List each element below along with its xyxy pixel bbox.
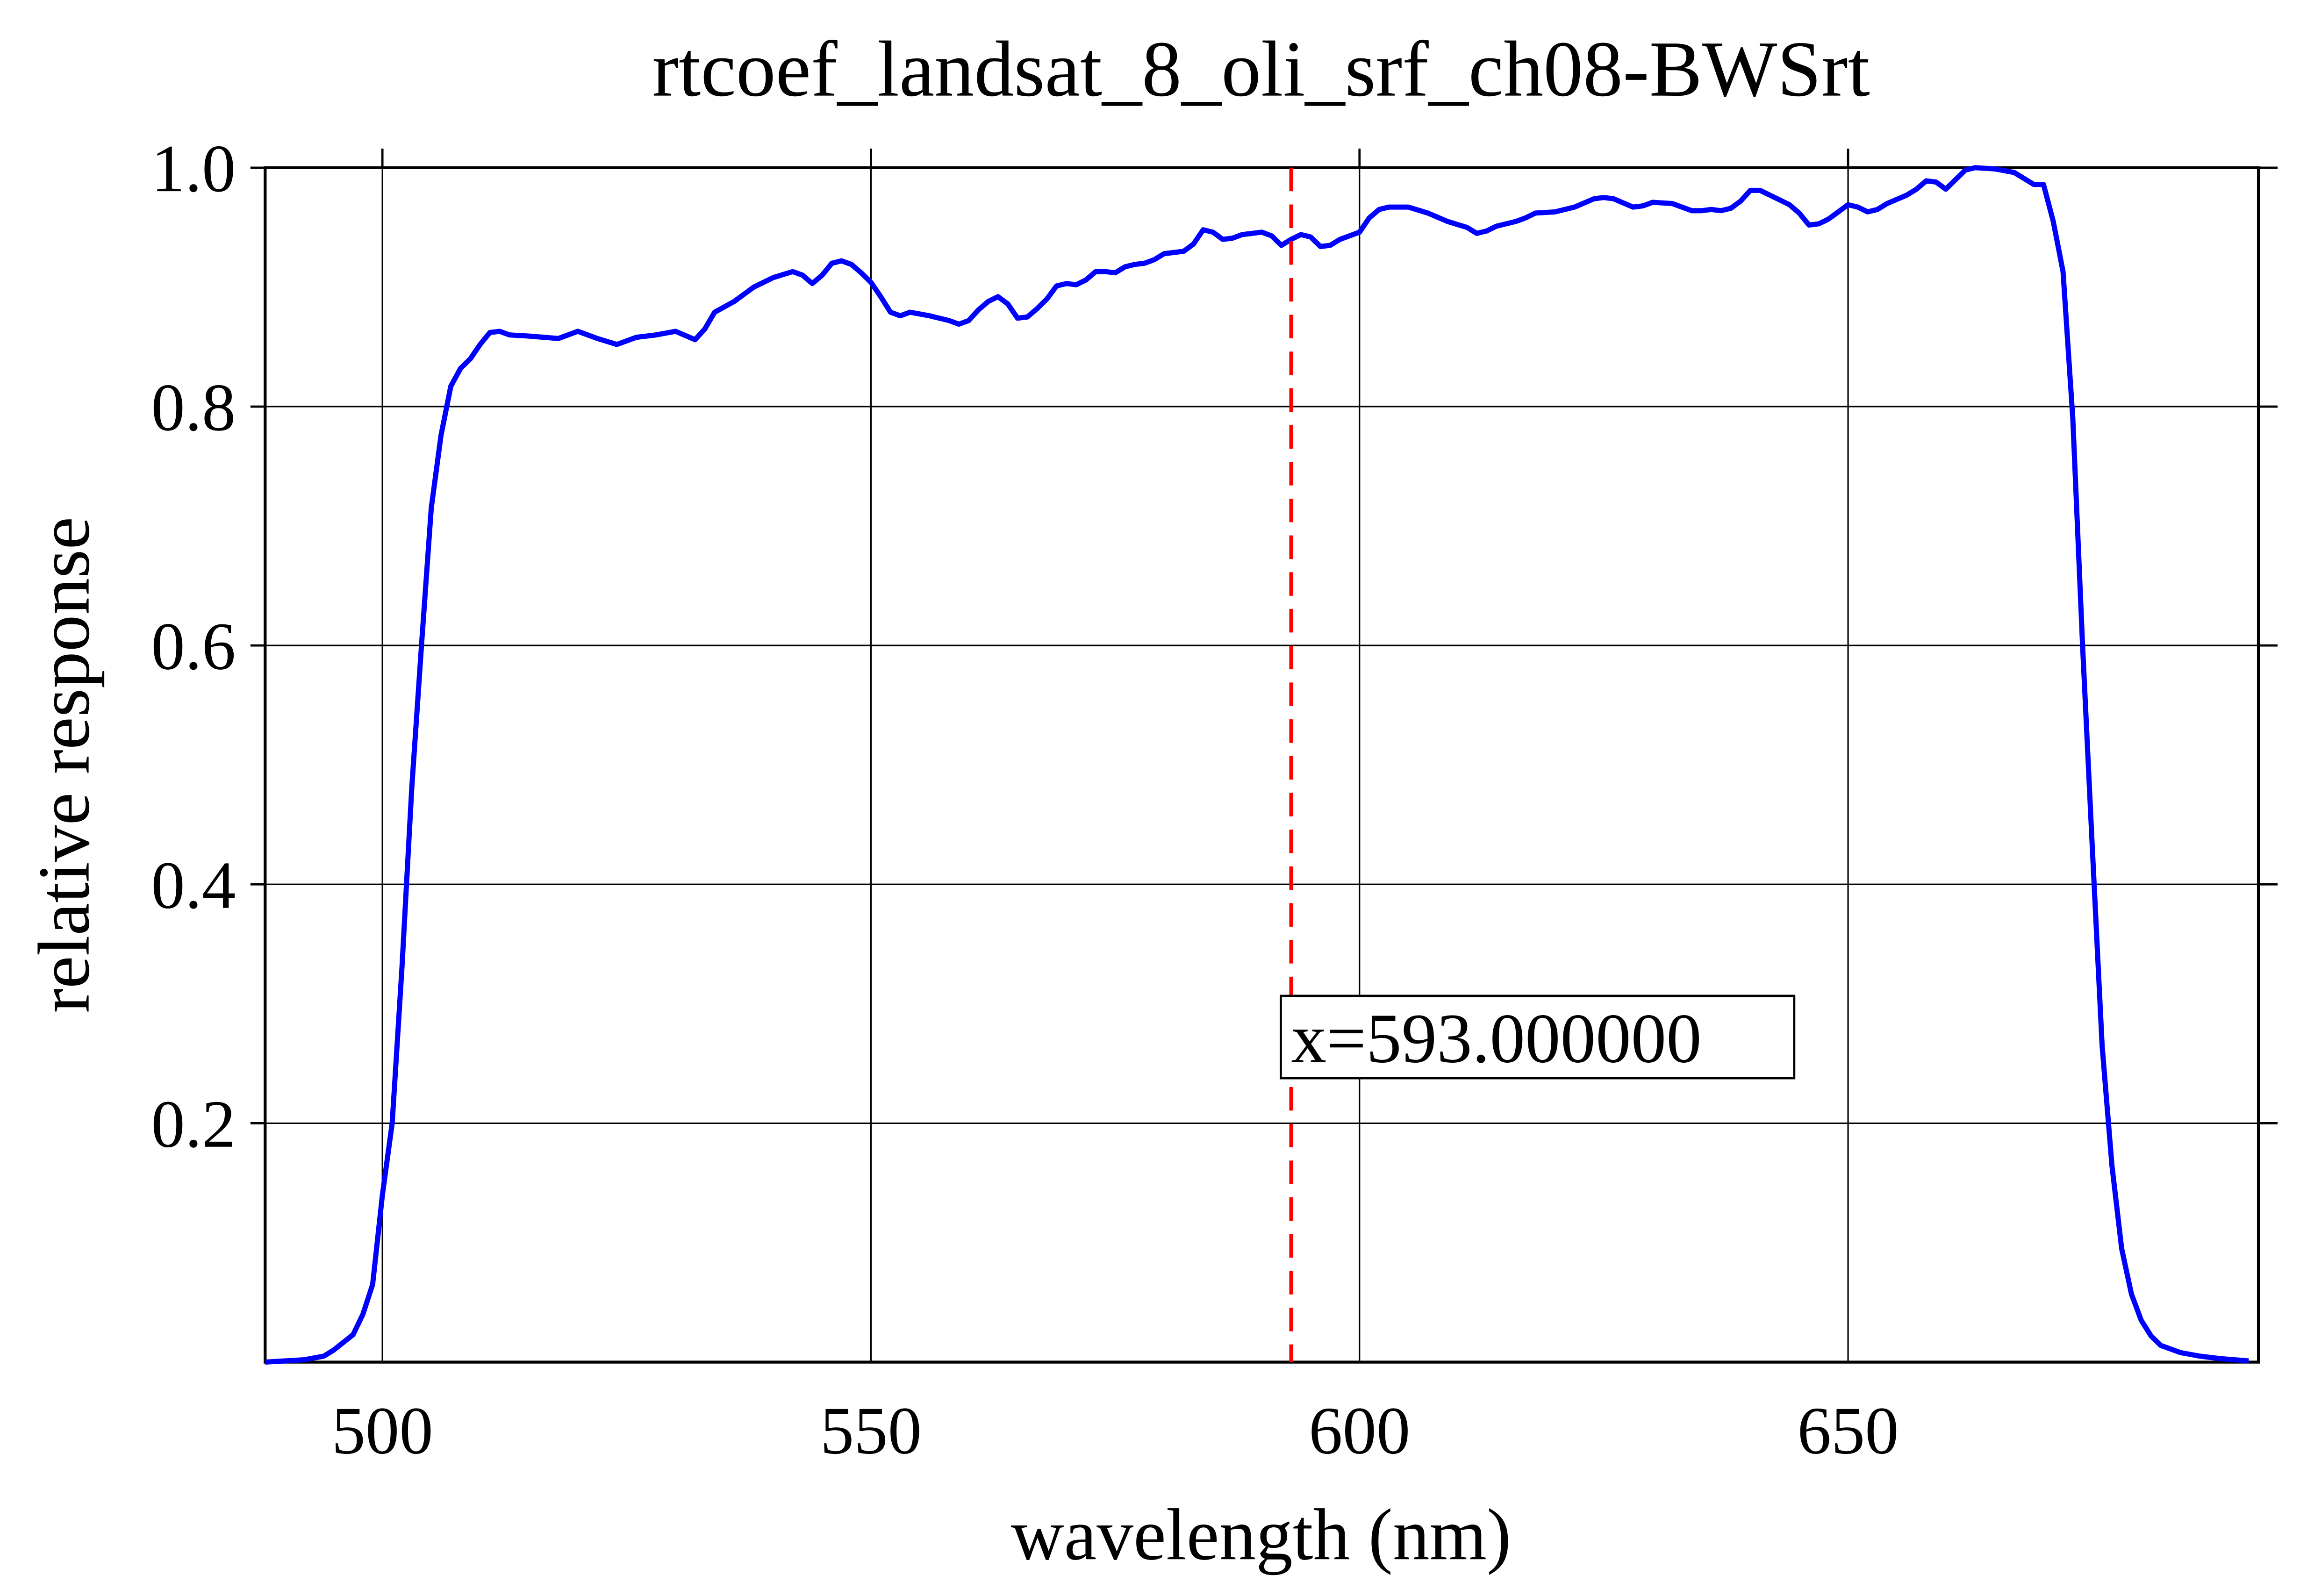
y-tick-label: 0.8 [151, 370, 236, 445]
y-tick-label: 0.6 [151, 609, 236, 684]
plot-frame [264, 166, 2260, 1364]
x-tick-label: 650 [1797, 1394, 1899, 1468]
y-tick-label: 0.4 [151, 848, 236, 923]
annotation-box [1280, 995, 1796, 1080]
x-tick-label: 600 [1309, 1394, 1410, 1468]
annotation: x=593.000000 [1291, 999, 1701, 1077]
x-tick-label: 550 [820, 1394, 922, 1468]
data-line [265, 165, 2249, 1365]
chart-title: rtcoef_landsat_8_oli_srf_ch08-BWSrt [652, 25, 1870, 113]
y-axis-label: relative response [24, 517, 105, 1013]
x-axis-label: wavelength (nm) [1011, 1494, 1512, 1575]
y-tick-label: 1.0 [151, 131, 236, 206]
y-tick-label: 0.2 [151, 1087, 236, 1162]
x-tick-label: 500 [332, 1394, 433, 1468]
